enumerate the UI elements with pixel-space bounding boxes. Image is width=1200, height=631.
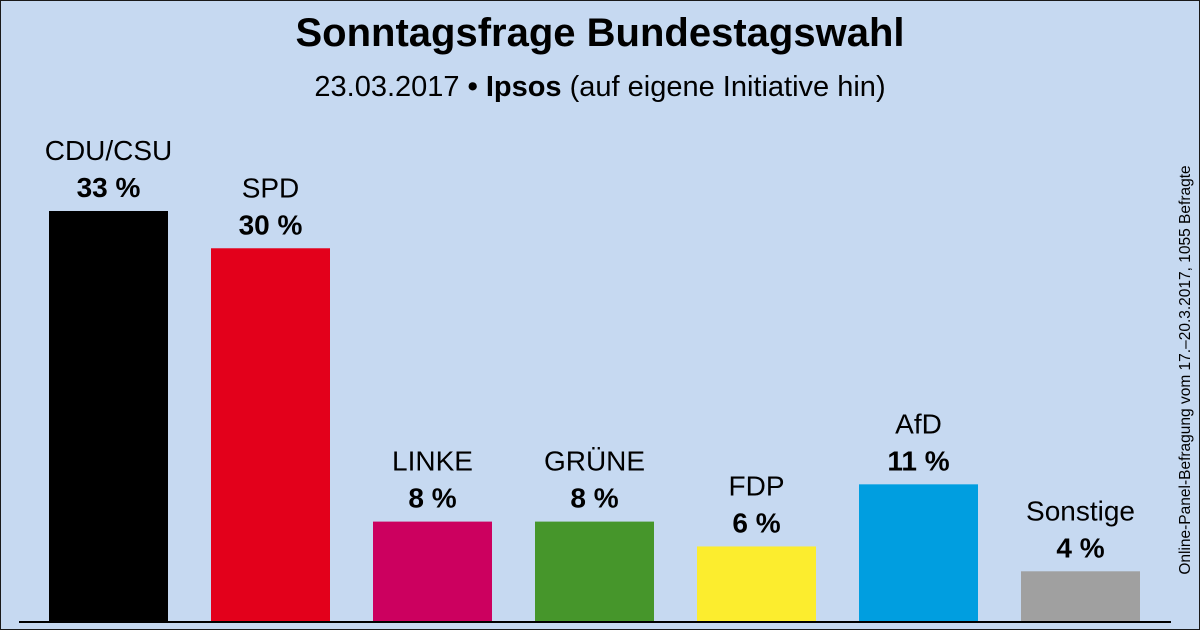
bar-gruene — [535, 521, 654, 621]
category-label-linke: LINKE — [392, 446, 473, 477]
category-label-sonstige: Sonstige — [1026, 495, 1135, 526]
bar-cdu-csu — [49, 211, 168, 621]
chart-subtitle: 23.03.2017 • Ipsos (auf eigene Initiativ… — [1, 71, 1199, 104]
chart-title: Sonntagsfrage Bundestagswahl — [295, 11, 905, 55]
category-label-gruene: GRÜNE — [544, 446, 645, 477]
subtitle-institute: Ipsos — [485, 71, 562, 103]
value-label-gruene: 8 % — [570, 483, 618, 514]
bar-sonstige — [1021, 571, 1140, 621]
subtitle-separator: • — [467, 71, 478, 103]
category-label-cdu-csu: CDU/CSU — [45, 135, 173, 166]
subtitle-date: 23.03.2017 — [314, 71, 460, 103]
subtitle-note: (auf eigene Initiative hin) — [569, 71, 886, 103]
bar-afd — [859, 484, 978, 621]
value-label-fdp: 6 % — [732, 507, 780, 538]
bars-layer: 33 % CDU/CSU 30 % SPD 8 % LINKE 8 % GRÜNE 6 % FDP… — [45, 135, 1140, 622]
category-label-afd: AfD — [895, 408, 942, 439]
value-label-afd: 11 % — [887, 445, 949, 476]
bar-spd — [211, 248, 330, 622]
value-label-linke: 8 % — [408, 483, 456, 514]
value-label-cdu-csu: 33 % — [77, 172, 141, 203]
bar-fdp — [697, 546, 816, 621]
category-label-fdp: FDP — [729, 470, 785, 501]
value-label-spd: 30 % — [239, 209, 303, 240]
bar-linke — [373, 521, 492, 621]
value-label-sonstige: 4 % — [1056, 532, 1104, 563]
category-label-spd: SPD — [242, 172, 300, 203]
